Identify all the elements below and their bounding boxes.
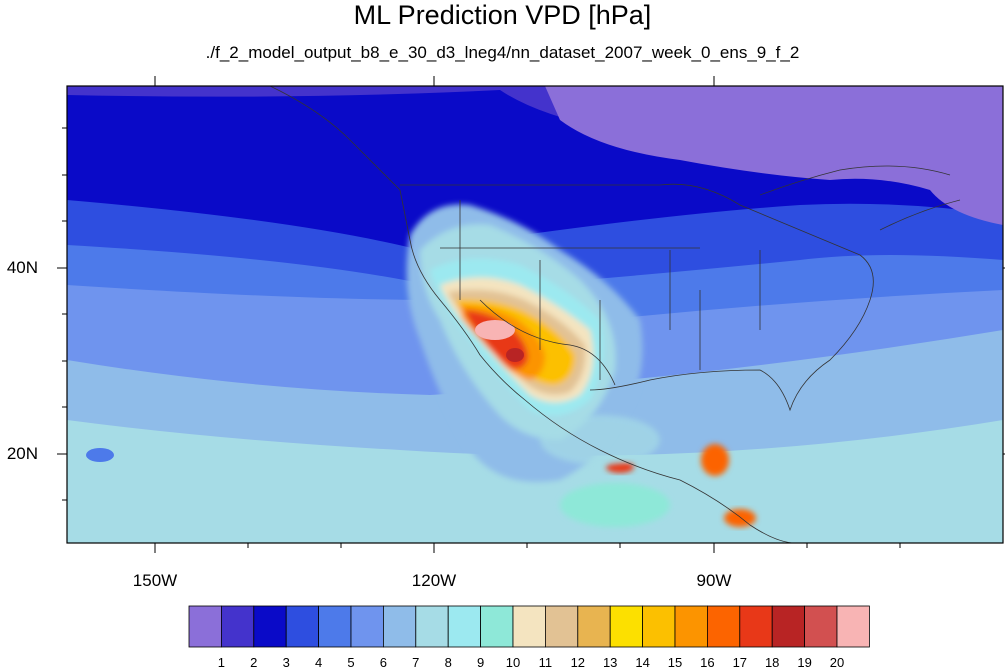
- colorbar-box: [642, 605, 676, 648]
- colorbar-label: 4: [314, 655, 323, 670]
- lat-label-40n: 40N: [6, 258, 38, 277]
- lon-label-150w: 150W: [132, 571, 178, 590]
- colorbar-label: 5: [347, 655, 355, 670]
- lon-label-120w: 120W: [411, 571, 457, 590]
- colorbar-label: 12: [570, 655, 586, 670]
- colorbar-label: 7: [412, 655, 420, 670]
- lat-label-20n: 20N: [6, 444, 38, 463]
- central-america-hotspot: [724, 509, 756, 527]
- colorbar-box: [836, 605, 870, 648]
- colorbar-label: 6: [379, 655, 387, 670]
- colorbar-label: 17: [732, 655, 748, 670]
- colorbar-label: 9: [476, 655, 485, 670]
- max-vpd-area: [475, 320, 515, 340]
- colorbar-box: [512, 605, 546, 648]
- colorbar-box: [577, 605, 611, 648]
- colorbar-box: [739, 605, 773, 648]
- colorbar-box: [804, 605, 838, 648]
- colorbar-label: 2: [250, 655, 258, 670]
- lon-label-90w: 90W: [696, 571, 732, 590]
- colorbar-label: 13: [602, 655, 618, 670]
- pacific-cyan-area: [560, 483, 670, 527]
- colorbar-label: 11: [538, 655, 553, 670]
- colorbar-label: 1: [217, 655, 225, 670]
- coastlines: [269, 86, 961, 543]
- colorbar-box: [350, 605, 384, 648]
- colorbar: [188, 605, 870, 648]
- colorbar-label: 10: [505, 655, 521, 670]
- colorbar-box: [188, 605, 222, 648]
- colorbar-label: 14: [635, 655, 650, 670]
- colorbar-label: 15: [667, 655, 683, 670]
- colorbar-label: 16: [700, 655, 715, 670]
- colorbar-box: [220, 605, 255, 648]
- hawaii: [86, 448, 114, 462]
- colorbar-box: [545, 605, 579, 648]
- colorbar-box: [480, 605, 514, 648]
- colorbar-box: [285, 605, 320, 648]
- colorbar-box: [415, 605, 449, 648]
- map-title: ML Prediction VPD [hPa]: [353, 0, 652, 30]
- colorbar-box: [609, 605, 644, 648]
- colorbar-label: 19: [797, 655, 812, 670]
- colorbar-label: 20: [829, 655, 845, 670]
- colorbar-box: [382, 605, 417, 648]
- colorbar-box: [318, 605, 352, 648]
- colorbar-box: [447, 605, 482, 648]
- colorbar-label: 3: [282, 655, 290, 670]
- colorbar-box: [771, 605, 806, 648]
- high-vpd-area: [506, 348, 524, 362]
- colorbar-box: [253, 605, 287, 648]
- map-subtitle: ./f_2_model_output_b8_e_30_d3_lneg4/nn_d…: [205, 43, 800, 62]
- map-ticks: [57, 76, 1005, 553]
- colorbar-box: [707, 605, 741, 648]
- vpd-field: [67, 86, 1003, 543]
- yucatan-hotspot: [701, 444, 729, 476]
- colorbar-box: [674, 605, 708, 648]
- colorbar-label: 18: [764, 655, 780, 670]
- colorbar-label: 8: [444, 655, 452, 670]
